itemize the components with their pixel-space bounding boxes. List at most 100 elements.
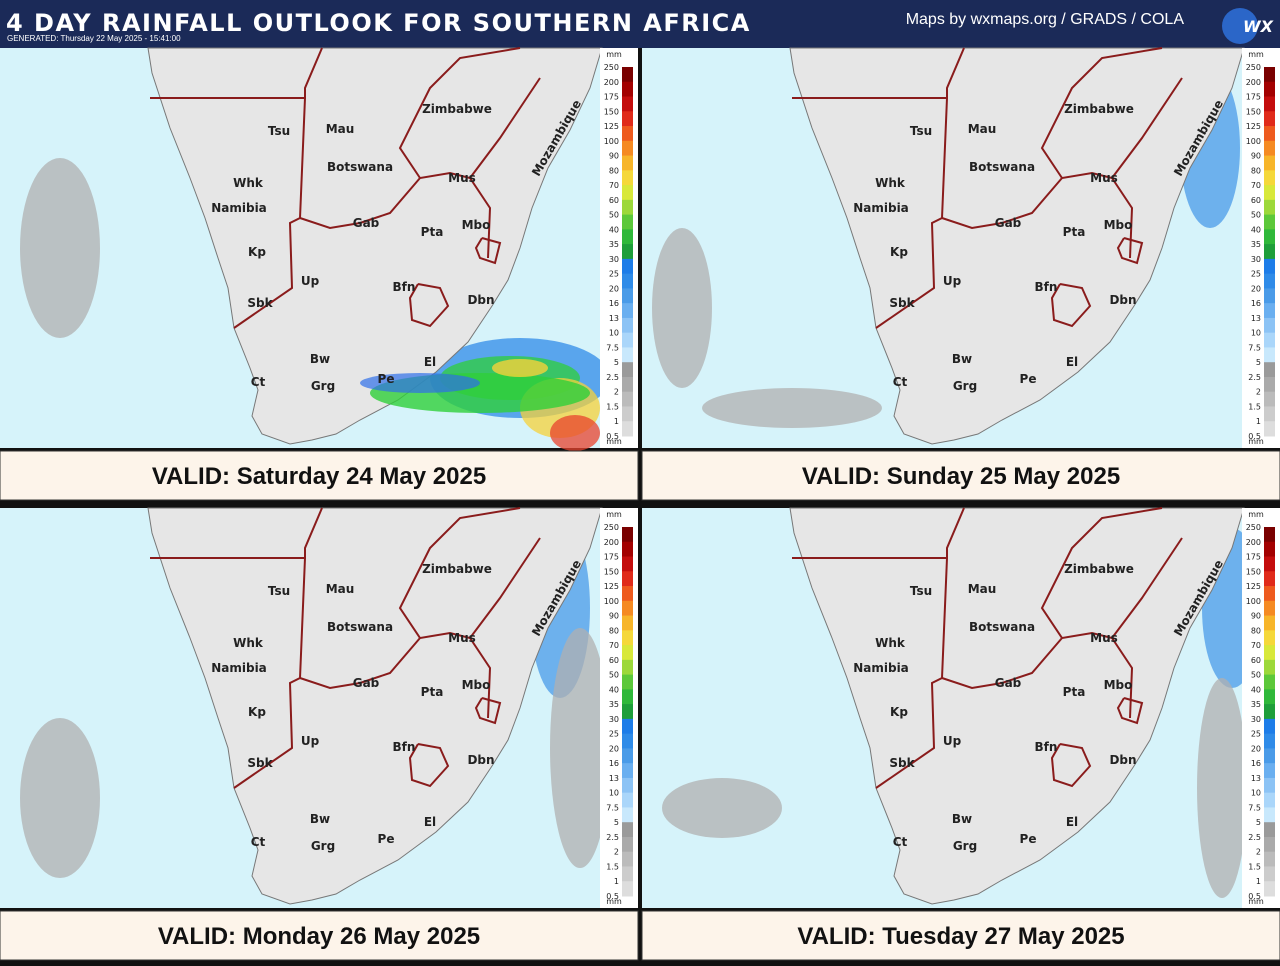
legend-swatch <box>622 645 633 661</box>
legend-swatch <box>622 185 633 201</box>
place-label: Zimbabwe <box>1064 562 1134 576</box>
legend-swatch <box>1264 866 1275 882</box>
legend-swatch <box>1264 600 1275 617</box>
legend-label: 2.5 <box>1248 373 1261 382</box>
place-label: Bfn <box>393 280 416 294</box>
legend-swatch <box>622 288 633 304</box>
legend-label: 1.5 <box>606 402 619 411</box>
legend-label: 16 <box>609 759 619 768</box>
valid-label: VALID: Monday 26 May 2025 <box>158 923 480 950</box>
border <box>408 283 450 328</box>
legend-swatch <box>1264 689 1275 705</box>
place-label: Ct <box>251 835 266 849</box>
legend-swatch <box>622 600 633 617</box>
legend-label: 175 <box>1246 93 1261 102</box>
rain-area <box>1197 678 1247 898</box>
legend-label: 35 <box>1251 700 1261 709</box>
border <box>469 77 541 179</box>
legend-label: 40 <box>1251 685 1261 694</box>
legend-swatch <box>622 836 633 853</box>
legend-swatch <box>1264 362 1275 378</box>
legend-swatch <box>1264 718 1275 735</box>
rain-area <box>360 373 480 393</box>
place-label: Bw <box>952 352 972 366</box>
legend-swatch <box>622 155 633 171</box>
legend-label: 7.5 <box>606 803 619 812</box>
legend-swatch <box>622 822 633 838</box>
legend-swatch <box>1264 229 1275 245</box>
legend-swatch <box>622 733 633 749</box>
legend-swatch <box>1264 659 1275 676</box>
legend-label: 1 <box>1256 417 1261 426</box>
legend-label: 1.5 <box>1248 862 1261 871</box>
legend-label: 60 <box>609 196 619 205</box>
legend-label: 80 <box>609 166 619 175</box>
legend-label: 30 <box>609 715 619 724</box>
legend-swatch <box>622 391 633 407</box>
legend-label: 5 <box>1256 818 1261 827</box>
legend-label: 1.5 <box>1248 402 1261 411</box>
legend-label: 150 <box>604 567 619 576</box>
place-label: Dbn <box>1109 753 1136 767</box>
legend-swatch <box>1264 317 1275 334</box>
legend-swatch <box>622 273 633 289</box>
legend-unit: mm <box>1248 510 1264 519</box>
legend-label: 60 <box>1251 196 1261 205</box>
place-label: Mus <box>448 171 476 185</box>
legend-label: 25 <box>609 730 619 739</box>
legend-swatch <box>1264 527 1275 543</box>
panels: Tsu Mau Zimbabwe Botswana Whk Namibia Mus Gab Pt… <box>0 47 1280 961</box>
place-label: Namibia <box>853 661 909 675</box>
legend-swatch <box>622 140 633 157</box>
legend-label: 13 <box>1251 314 1261 323</box>
legend-swatch <box>622 67 633 83</box>
legend-swatch <box>1264 155 1275 171</box>
border <box>1111 77 1183 179</box>
legend-swatch <box>1264 244 1275 260</box>
legend-swatch <box>1264 851 1275 867</box>
legend-label: 80 <box>609 626 619 635</box>
legend-label: 200 <box>604 538 619 547</box>
credit: Maps by wxmaps.org / GRADS / COLA <box>906 11 1185 28</box>
border <box>408 743 450 788</box>
legend-label: 150 <box>1246 107 1261 116</box>
legend-label: 70 <box>609 181 619 190</box>
place-label: Bfn <box>393 740 416 754</box>
place-label: Grg <box>953 379 977 393</box>
place-label: Sbk <box>247 756 273 770</box>
place-label: Mau <box>968 582 997 596</box>
legend-label: 40 <box>609 225 619 234</box>
legend-swatch <box>1264 140 1275 157</box>
map-panel: Tsu Mau Zimbabwe Botswana Whk Namibia Mus Gab Pt… <box>641 507 1280 961</box>
logo: WX <box>1243 17 1274 36</box>
place-label: Kp <box>890 245 908 259</box>
legend-label: 35 <box>609 240 619 249</box>
rain-area <box>652 228 712 388</box>
place-label: Whk <box>233 636 264 650</box>
place-label: Tsu <box>268 124 290 138</box>
legend-swatch <box>622 81 633 98</box>
legend-label: 0.5 <box>1248 432 1261 441</box>
place-label: Pe <box>1020 372 1037 386</box>
place-label: Sbk <box>889 756 915 770</box>
place-label: Zimbabwe <box>422 562 492 576</box>
legend-swatch <box>1264 185 1275 201</box>
border <box>233 557 306 789</box>
border <box>233 97 306 329</box>
place-label: Grg <box>953 839 977 853</box>
legend-label: 2.5 <box>1248 833 1261 842</box>
legend-swatch <box>1264 96 1275 112</box>
place-label: Botswana <box>327 160 393 174</box>
place-label: Bw <box>310 352 330 366</box>
legend-label: 200 <box>604 78 619 87</box>
legend-label: 35 <box>609 700 619 709</box>
legend-label: 5 <box>614 818 619 827</box>
place-label: El <box>424 355 436 369</box>
rain-area <box>20 718 100 878</box>
place-label: Sbk <box>247 296 273 310</box>
place-label: Gab <box>353 216 380 230</box>
place-label: Botswana <box>327 620 393 634</box>
valid-label: VALID: Saturday 24 May 2025 <box>152 463 486 490</box>
place-label: Bfn <box>1035 280 1058 294</box>
place-label: Tsu <box>268 584 290 598</box>
